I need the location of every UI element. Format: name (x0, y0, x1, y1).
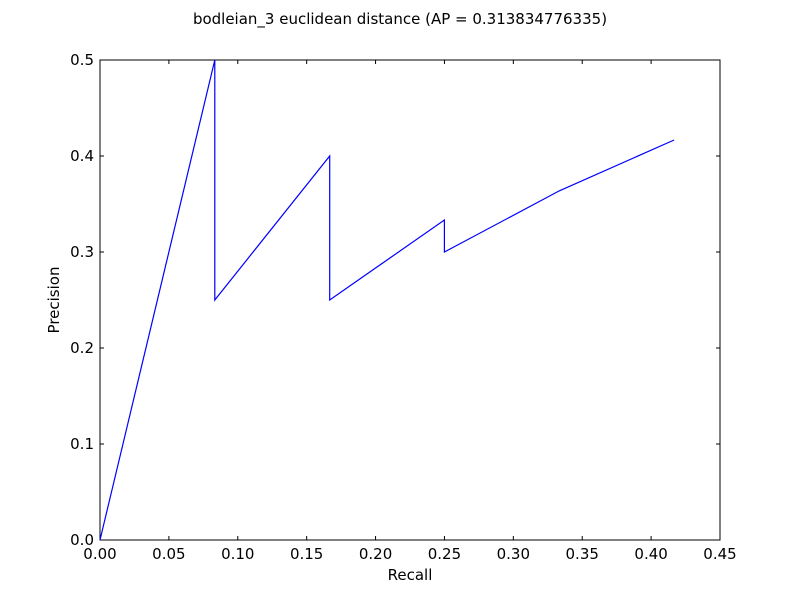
x-tick-label: 0.40 (634, 545, 667, 563)
x-tick-label: 0.45 (703, 545, 736, 563)
x-tick-label: 0.00 (83, 545, 116, 563)
x-tick-label: 0.25 (428, 545, 461, 563)
x-tick-label: 0.05 (152, 545, 185, 563)
y-axis-label: Precision (45, 267, 63, 334)
plot-area-frame (99, 59, 721, 541)
x-tick-label: 0.30 (497, 545, 530, 563)
series-layer (99, 59, 675, 541)
y-tick-label: 0.1 (70, 435, 94, 453)
chart-title: bodleian_3 euclidean distance (AP = 0.31… (193, 10, 607, 29)
x-tick-label: 0.15 (290, 545, 323, 563)
y-tick-label: 0.5 (70, 51, 94, 69)
x-tick-label: 0.10 (221, 545, 254, 563)
series-line (99, 59, 675, 541)
x-axis-label: Recall (388, 566, 433, 584)
y-tick-label: 0.2 (70, 339, 94, 357)
y-tick-label: 0.3 (70, 243, 94, 261)
x-tick-label: 0.20 (359, 545, 392, 563)
y-tick-label: 0.4 (70, 147, 94, 165)
y-tick-label: 0.0 (70, 531, 94, 549)
x-tick-label: 0.35 (566, 545, 599, 563)
axis-ticks: 0.00 0.05 0.10 0.15 0.20 0.25 0.30 0.35 0.40 0.45… (70, 51, 737, 563)
